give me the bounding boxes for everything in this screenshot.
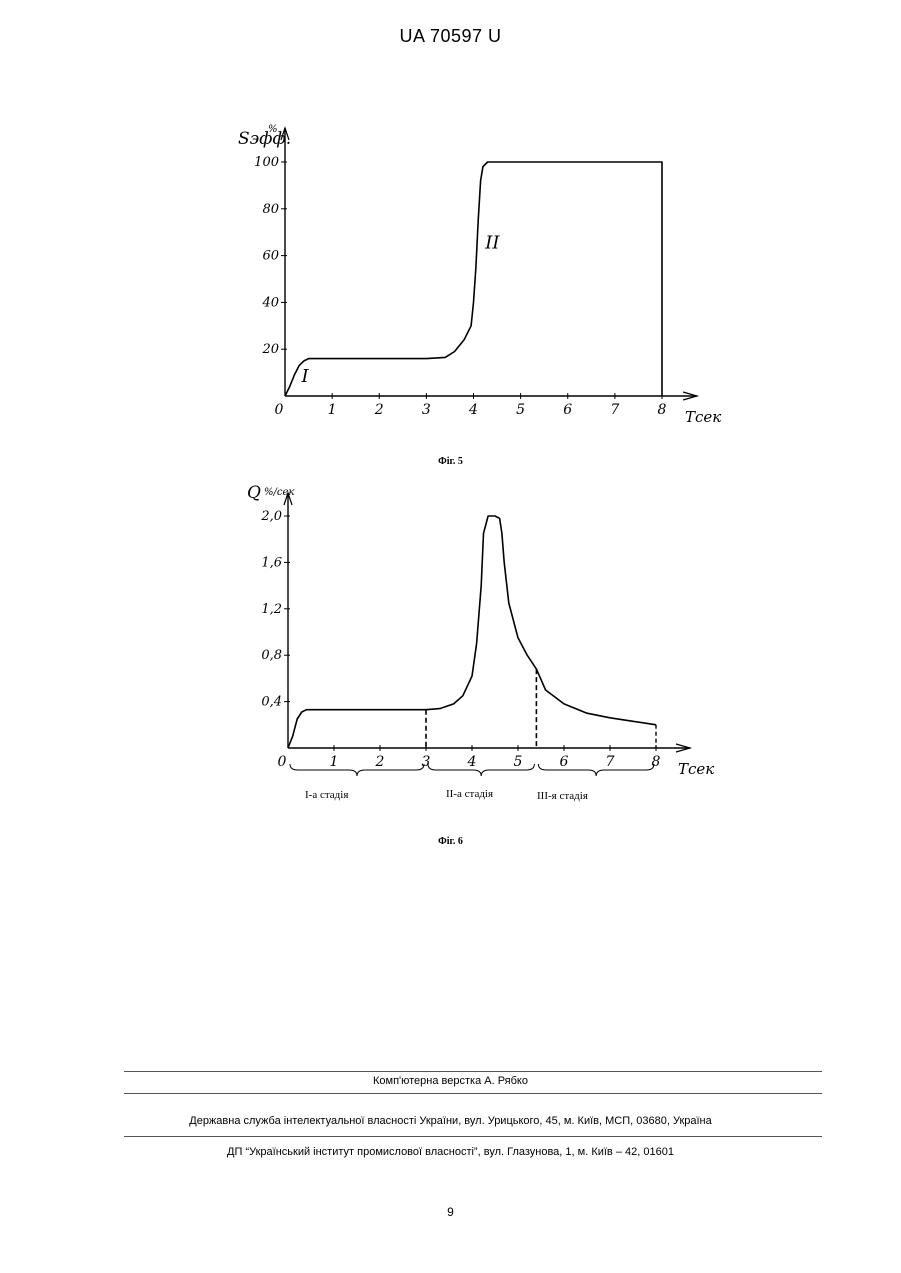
stage-brace bbox=[290, 764, 424, 776]
y-tick-label: 0,4 bbox=[261, 695, 282, 710]
x-tick-label: 1 bbox=[330, 754, 339, 770]
footer-agency-address: Державна служба інтелектуальної власност… bbox=[0, 1115, 901, 1127]
stage-1-label: I-а стадія bbox=[305, 789, 348, 801]
x-tick-label: 5 bbox=[514, 754, 523, 770]
footer-typesetter: Комп'ютерна верстка А. Рябко bbox=[0, 1075, 901, 1087]
y-tick-label: 2,0 bbox=[260, 509, 282, 524]
x-axis-label: Tсек bbox=[678, 760, 714, 778]
footer-divider-3 bbox=[124, 1136, 822, 1137]
series-line bbox=[288, 516, 656, 748]
y-tick-label: 1,6 bbox=[261, 555, 282, 570]
figure-6-caption: Фіг. 6 bbox=[0, 836, 901, 847]
x-tick-label: 2 bbox=[375, 754, 385, 770]
y-axis-unit: %/сек bbox=[264, 487, 294, 498]
stage-2-label: II-а стадія bbox=[446, 788, 493, 800]
stage-3-label: III-я стадія bbox=[537, 790, 588, 802]
x-tick-label: 4 bbox=[467, 754, 477, 770]
footer-divider-1 bbox=[124, 1071, 822, 1072]
figure-6-chart: 0123456780,40,81,21,62,0TсекQ%/сек bbox=[0, 0, 901, 830]
x-tick-label: 0 bbox=[278, 754, 287, 770]
footer-divider-2 bbox=[124, 1093, 822, 1094]
x-tick-label: 6 bbox=[560, 754, 569, 770]
y-tick-label: 0,8 bbox=[261, 648, 282, 663]
stage-brace bbox=[538, 764, 654, 776]
page-number: 9 bbox=[0, 1205, 901, 1219]
y-tick-label: 1,2 bbox=[261, 602, 282, 617]
y-axis-label: Q bbox=[247, 483, 261, 503]
footer-institute-address: ДП “Український інститут промислової вла… bbox=[0, 1146, 901, 1158]
x-tick-label: 7 bbox=[606, 754, 615, 770]
